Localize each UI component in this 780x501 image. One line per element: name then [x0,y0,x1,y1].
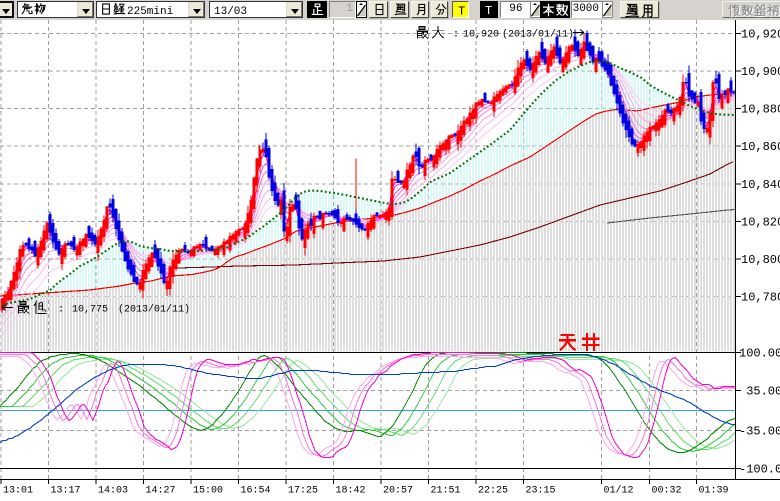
svg-text:35.00: 35.00 [739,385,780,399]
svg-text:T: T [485,4,492,18]
svg-text:13:17: 13:17 [51,486,81,497]
svg-text:01:39: 01:39 [699,486,729,497]
svg-text:18:42: 18:42 [336,486,366,497]
svg-text:-100.0: -100.0 [739,463,780,477]
svg-text:10,920: 10,920 [741,28,780,42]
svg-text:13:01: 13:01 [3,486,33,497]
svg-text:(2013/01/11): (2013/01/11) [118,304,190,316]
svg-text:10,880: 10,880 [741,103,780,117]
svg-text:10,780: 10,780 [741,291,780,305]
svg-text:15:00: 15:00 [193,486,223,497]
svg-text:10,820: 10,820 [741,215,780,229]
svg-text:23:15: 23:15 [526,486,556,497]
svg-text:14:27: 14:27 [146,486,176,497]
svg-text:22:25: 22:25 [478,486,508,497]
svg-text:14:03: 14:03 [98,486,128,497]
svg-text:10,920: 10,920 [463,30,499,41]
svg-text:225mini: 225mini [127,6,174,18]
svg-text:-35.00: -35.00 [739,425,780,439]
svg-text:10,900: 10,900 [741,65,780,79]
svg-text::: : [58,305,64,316]
svg-text:100.00: 100.00 [739,347,780,361]
svg-text::: : [453,30,459,41]
svg-text:10,860: 10,860 [741,140,780,154]
svg-text:01/12: 01/12 [604,485,634,497]
svg-text:00:32: 00:32 [652,486,682,497]
svg-text:10,800: 10,800 [741,253,780,267]
svg-text:T: T [458,5,465,19]
svg-text:16:54: 16:54 [241,486,271,497]
svg-text:20:57: 20:57 [383,486,413,497]
svg-text:13/03: 13/03 [214,6,247,18]
svg-text:10,775: 10,775 [72,305,108,316]
svg-text:10,840: 10,840 [741,178,780,192]
svg-text:21:51: 21:51 [431,486,461,497]
svg-text:(2013/01/11): (2013/01/11) [502,29,574,41]
svg-text:17:25: 17:25 [288,486,318,497]
